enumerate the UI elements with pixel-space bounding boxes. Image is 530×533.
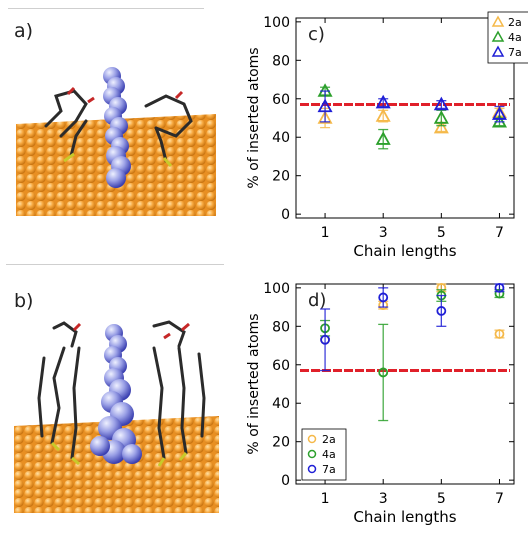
molecular-render-inserted-icon [14,320,219,513]
x-tick-label: 1 [321,225,330,241]
y-tick-label: 80 [272,319,290,335]
y-tick-label: 0 [281,207,290,223]
data-point-4a [378,367,389,378]
data-point-2a [433,119,449,134]
data-point-7a [317,98,333,113]
x-axis-label: Chain lengths [353,242,456,260]
data-point-7a [378,292,389,303]
panel-a-label: a) [14,20,34,42]
x-tick-label: 1 [321,491,330,507]
data-point-4a [433,110,449,124]
plot-frame [295,17,515,219]
panel-b-label: b) [14,290,34,312]
x-tick-label: 7 [495,225,504,241]
y-tick-label: 80 [272,53,290,69]
blue-molecule [103,67,131,188]
y-tick-label: 20 [272,169,290,185]
chart-panel-label: c) [308,24,325,45]
legend-marker-2a [491,15,505,27]
legend-marker-7a [491,45,505,57]
data-point-7a [320,334,330,345]
legend-label: 7a [508,46,522,59]
data-point-2a [494,329,505,339]
x-tick-label: 5 [437,491,446,507]
x-tick-label: 3 [379,225,388,241]
x-tick-label: 3 [379,491,388,507]
legend-marker-2a [307,434,317,444]
legend-label: 2a [322,433,336,446]
data-point-2a [317,110,333,124]
data-point-7a [494,282,505,293]
legend-marker-4a [491,30,505,42]
x-tick-label: 5 [437,225,446,241]
legend-label: 7a [322,463,336,476]
x-axis-label: Chain lengths [353,508,456,526]
y-tick-label: 100 [263,281,290,297]
data-point-2a [375,108,391,122]
y-tick-label: 60 [272,92,290,108]
data-point-7a [375,94,391,109]
top-divider [8,8,204,9]
data-point-7a [436,306,447,316]
chart-panel-c: 0 20 40 60 80 100 1 3 5 7 Chain lengths % of insert… [246,11,528,260]
blue-molecule [90,324,142,464]
plot-frame [295,283,515,485]
legend-marker-7a [307,464,317,474]
chart-panel-d: 0 20 40 60 80 100 1 3 5 7 Chain lengths % of insert… [246,281,515,526]
middle-divider [6,264,224,265]
y-tick-label: 100 [263,15,290,31]
y-tick-label: 60 [272,358,290,374]
legend-label: 2a [508,16,522,29]
data-point-4a [375,131,391,145]
y-axis-label: % of inserted atoms [246,313,262,454]
data-point-7a [433,96,449,111]
y-tick-label: 0 [281,473,290,489]
y-tick-label: 20 [272,435,290,451]
legend-marker-4a [307,449,317,459]
legend-label: 4a [322,448,336,461]
y-tick-label: 40 [272,396,290,412]
x-tick-label: 7 [495,491,504,507]
chart-panel-label: d) [308,290,326,311]
data-point-7a [491,106,507,120]
legend-label: 4a [508,31,522,44]
y-axis-label: % of inserted atoms [246,47,262,188]
molecular-render-upright-icon [16,67,216,216]
y-tick-label: 40 [272,130,290,146]
